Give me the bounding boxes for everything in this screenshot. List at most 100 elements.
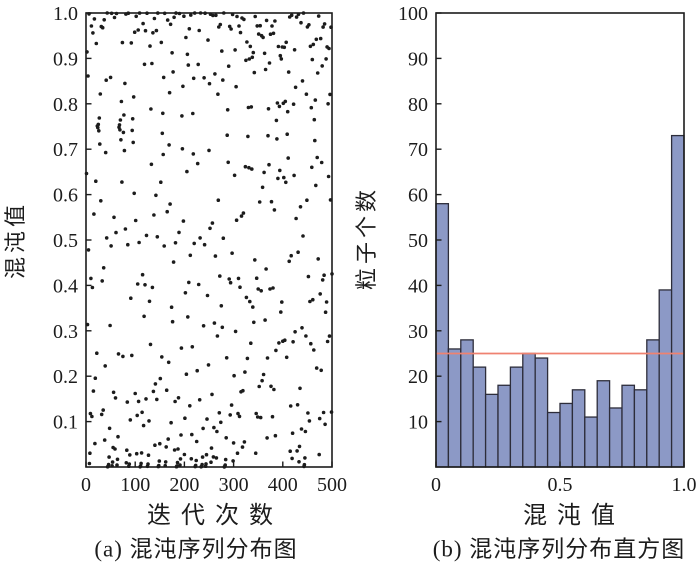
scatter-point xyxy=(286,70,291,74)
scatter-point xyxy=(163,460,168,464)
histogram-bar xyxy=(670,134,685,468)
scatter-point xyxy=(144,397,148,401)
scatter-point xyxy=(147,419,151,423)
scatter-point xyxy=(225,133,229,137)
scatter-point xyxy=(276,44,281,49)
scatter-point xyxy=(278,53,283,58)
scatter-point xyxy=(93,441,97,446)
scatter-point xyxy=(216,198,221,202)
scatter-point xyxy=(178,463,182,467)
scatter-point xyxy=(152,16,157,21)
scatter-point xyxy=(88,411,93,416)
scatter-point xyxy=(121,130,126,135)
scatter-point xyxy=(210,221,215,225)
scatter-point xyxy=(316,257,321,261)
scatter-point xyxy=(304,334,308,338)
scatter-point xyxy=(244,295,249,300)
x-tick-label: 1.0 xyxy=(672,474,697,496)
y-tick-label: 0.2 xyxy=(53,366,78,388)
scatter-point xyxy=(318,292,323,296)
scatter-point xyxy=(212,425,216,430)
scatter-point xyxy=(300,326,304,330)
scatter-point xyxy=(134,451,139,456)
scatter-point xyxy=(235,451,240,456)
scatter-point xyxy=(183,291,188,295)
scatter-point xyxy=(319,368,324,373)
scatter-point xyxy=(260,378,264,383)
scatter-point xyxy=(248,44,253,49)
y-tick-label: 0.6 xyxy=(53,185,78,207)
scatter-point xyxy=(282,175,286,180)
scatter-point xyxy=(277,104,282,109)
scatter-point xyxy=(169,420,173,425)
scatter-point xyxy=(239,214,244,218)
scatter-point xyxy=(139,451,144,455)
x-tick-label: 100 xyxy=(120,474,150,496)
scatter-point xyxy=(228,280,233,285)
scatter-point xyxy=(273,433,278,438)
scatter-point xyxy=(96,125,100,130)
scatter-point xyxy=(99,412,104,417)
scatter-point xyxy=(101,266,106,270)
scatter-point xyxy=(210,392,214,397)
scatter-point xyxy=(89,24,94,28)
scatter-point xyxy=(166,437,170,441)
scatter-point xyxy=(140,272,145,277)
scatter-point xyxy=(312,117,317,122)
y-tick-label: 0.3 xyxy=(53,321,78,343)
scatter-point xyxy=(305,198,309,202)
scatter-point xyxy=(311,297,315,302)
scatter-point xyxy=(263,67,268,72)
scatter-point xyxy=(307,23,311,27)
scatter-point xyxy=(165,209,169,214)
histogram-bar xyxy=(559,402,574,468)
scatter-point xyxy=(143,283,147,287)
scatter-point xyxy=(265,356,270,360)
scatter-point xyxy=(112,15,117,20)
y-tick-label: 0.8 xyxy=(53,94,78,116)
scatter-point xyxy=(226,160,230,165)
scatter-point xyxy=(226,64,231,68)
scatter-point xyxy=(255,24,259,28)
y-tick-label: 20 xyxy=(408,366,428,388)
scatter-point xyxy=(236,411,240,416)
scatter-point xyxy=(115,457,120,462)
scatter-point xyxy=(136,28,140,32)
scatter-point xyxy=(313,138,317,143)
scatter-point xyxy=(215,334,220,338)
scatter-point xyxy=(104,236,109,240)
histogram-bar xyxy=(596,380,611,468)
scatter-point xyxy=(132,191,136,196)
scatter-point xyxy=(303,429,308,434)
scatter-point xyxy=(140,410,144,415)
scatter-point xyxy=(220,325,225,330)
scatter-point xyxy=(225,108,230,112)
scatter-point xyxy=(191,152,196,156)
scatter-point xyxy=(250,167,254,171)
scatter-point xyxy=(187,280,191,285)
scatter-point xyxy=(287,259,292,264)
scatter-point xyxy=(190,345,195,349)
scatter-point xyxy=(130,353,134,358)
scatter-point xyxy=(194,458,198,463)
scatter-point xyxy=(298,205,303,209)
scatter-point xyxy=(323,310,328,315)
scatter-point xyxy=(100,25,105,30)
histogram-bar xyxy=(571,389,586,468)
scatter-point xyxy=(151,31,155,35)
scatter-point xyxy=(238,30,243,35)
scatter-point xyxy=(249,105,254,109)
scatter-point xyxy=(150,285,155,290)
scatter-point xyxy=(284,180,288,185)
scatter-point xyxy=(264,267,268,271)
scatter-point xyxy=(180,147,185,151)
histogram-bar xyxy=(435,203,450,468)
scatter-point xyxy=(119,99,124,104)
scatter-point xyxy=(217,411,222,415)
scatter-point xyxy=(273,19,277,23)
y-tick-label: 80 xyxy=(408,94,428,116)
scatter-point xyxy=(133,218,138,223)
scatter-point xyxy=(119,138,123,142)
scatter-point xyxy=(292,48,297,52)
scatter-point xyxy=(147,299,152,304)
